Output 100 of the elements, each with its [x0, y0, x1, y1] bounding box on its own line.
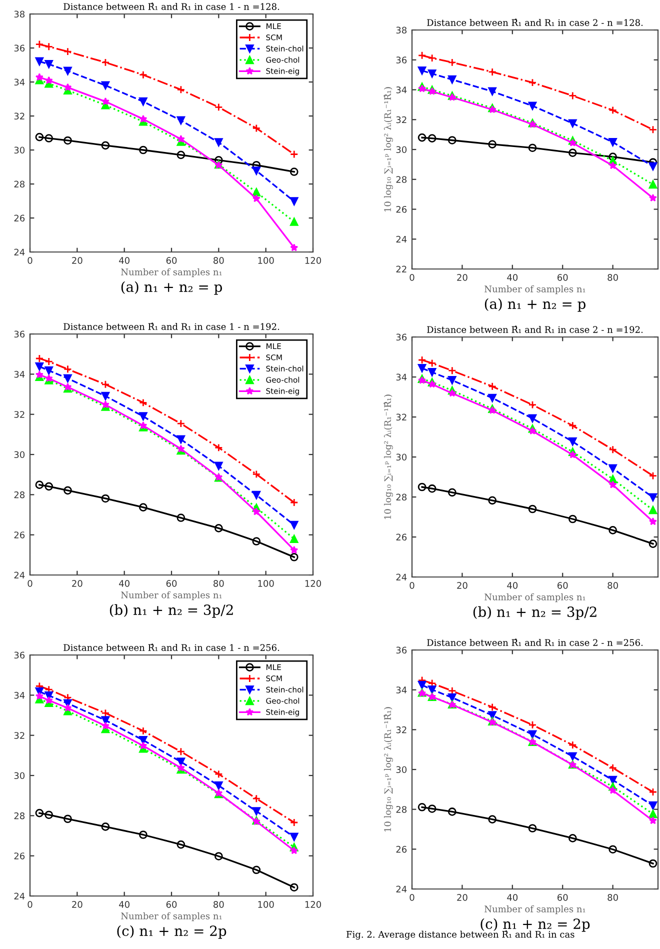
- y-tick-label: 24: [14, 892, 25, 900]
- x-tick-label: 60: [558, 582, 568, 589]
- y-tick-label: 28: [14, 491, 25, 498]
- y-tick-label: 32: [396, 414, 406, 421]
- x-tick-label: 40: [119, 257, 130, 264]
- x-tick-label: 20: [457, 582, 468, 589]
- x-tick-label: 100: [258, 580, 274, 587]
- x-tick-label: 40: [507, 894, 518, 901]
- text: (a) n₁ + n₂ = p: [121, 281, 222, 295]
- x-tick-label: 20: [72, 901, 82, 908]
- x-tick-label: 120: [305, 901, 322, 908]
- x-tick-label: 60: [558, 894, 568, 901]
- x-tick-label: 100: [258, 257, 274, 264]
- chart-title: Distance between R̂₁ and R₁ in case 1 - n =256.: [64, 644, 280, 651]
- x-tick-label: 0: [28, 257, 32, 264]
- x-axis-title: Number of samples n₁: [484, 905, 586, 914]
- x-axis-title: Number of samples n₁: [484, 593, 586, 602]
- y-tick-label: 26: [14, 214, 25, 222]
- x-tick-label: 40: [507, 582, 518, 589]
- y-tick-label: 36: [14, 44, 25, 52]
- x-tick-label: 20: [457, 274, 468, 281]
- y-tick-label: 28: [14, 812, 25, 820]
- x-tick-label: 120: [305, 580, 322, 587]
- x-tick-label: 80: [214, 580, 224, 587]
- x-tick-label: 60: [558, 274, 568, 281]
- y-tick-label: 34: [14, 692, 25, 699]
- x-tick-label: 120: [305, 257, 322, 264]
- x-tick-label: 40: [119, 580, 130, 587]
- chart-title: Distance between R̂₁ and R₁ in case 2 - n =128.: [427, 18, 643, 26]
- y-axis-title: 10 log₁₀ ∑ᵢ₌₁ᵖ log² λᵢ(R₁⁻¹R̂₁): [384, 394, 393, 519]
- y-tick-label: 36: [14, 330, 25, 338]
- x-tick-label: 80: [214, 257, 224, 264]
- y-tick-label: 34: [396, 86, 407, 94]
- x-tick-label: 80: [608, 274, 618, 281]
- x-tick-label: 0: [28, 901, 32, 908]
- y-tick-label: 26: [396, 534, 407, 541]
- y-tick-label: 30: [396, 454, 407, 461]
- x-tick-label: 100: [258, 901, 274, 908]
- x-axis-title: Number of samples n₁: [484, 285, 586, 294]
- x-tick-label: 20: [72, 257, 82, 264]
- text: (c) n₁ + n₂ = 2p: [117, 925, 226, 939]
- y-axis-title: 10 log₁₀ ∑ᵢ₌₁ᵖ log² λᵢ(R₁⁻¹R̂₁): [384, 87, 393, 212]
- y-tick-label: 38: [396, 26, 407, 34]
- y-tick-label: 24: [396, 886, 407, 892]
- x-tick-label: 20: [457, 894, 468, 901]
- y-tick-label: 22: [396, 266, 406, 272]
- x-tick-label: 0: [410, 582, 414, 589]
- y-tick-label: 34: [14, 78, 25, 86]
- x-axis-title: Number of samples n₁: [121, 912, 222, 922]
- x-tick-label: 60: [166, 257, 177, 264]
- x-tick-label: 0: [410, 274, 414, 281]
- x-tick-label: 40: [119, 901, 130, 908]
- y-tick-label: 38: [14, 10, 25, 18]
- y-tick-label: 28: [396, 176, 407, 183]
- y-tick-label: 30: [14, 451, 25, 458]
- chart-title: Distance between R̂₁ and R₁ in case 2 - n =256.: [427, 638, 643, 646]
- y-tick-label: 36: [396, 646, 407, 654]
- y-tick-label: 32: [396, 116, 406, 124]
- y-tick-label: 30: [396, 146, 407, 154]
- x-tick-label: 60: [166, 580, 177, 587]
- y-tick-label: 32: [14, 411, 24, 418]
- y-tick-label: 34: [14, 370, 25, 378]
- text: (a) n₁ + n₂ = p: [484, 298, 586, 312]
- x-tick-label: 80: [214, 901, 224, 908]
- chart-title: Distance between R̂₁ and R₁ in case 1 - n =128.: [64, 2, 280, 10]
- x-tick-label: 40: [507, 274, 518, 281]
- x-tick-label: 0: [28, 580, 32, 587]
- text: (b) n₁ + n₂ = 3p/2: [473, 606, 596, 620]
- y-axis-title: 10 log₁₀ ∑ᵢ₌₁ᵖ log² λᵢ(R₁⁻¹R̂₁): [384, 707, 393, 832]
- y-tick-label: 28: [14, 180, 25, 188]
- y-tick-label: 26: [14, 532, 25, 538]
- y-tick-label: 24: [396, 236, 407, 243]
- y-tick-label: 26: [14, 852, 25, 860]
- x-tick-label: 80: [608, 582, 618, 589]
- y-tick-label: 32: [396, 726, 406, 734]
- y-tick-label: 30: [14, 146, 25, 154]
- chart-title: Distance between R̂₁ and R₁ in case 1 - n =192.: [64, 322, 280, 330]
- x-tick-label: 80: [608, 894, 618, 901]
- x-axis-title: Number of samples n₁: [121, 591, 222, 600]
- y-tick-label: 34: [396, 374, 407, 381]
- y-tick-label: 24: [14, 572, 25, 578]
- y-tick-label: 34: [396, 686, 407, 694]
- x-tick-label: 60: [166, 901, 177, 908]
- y-tick-label: 36: [396, 334, 407, 341]
- text: (b) n₁ + n₂ = 3p/2: [110, 604, 233, 618]
- y-tick-label: 36: [14, 652, 25, 659]
- y-tick-label: 30: [396, 766, 407, 774]
- caption: Fig. 2. Average distance between R̂₁ and R₁ in cas: [346, 930, 574, 940]
- y-tick-label: 24: [14, 248, 25, 256]
- chart-title: Distance between R̂₁ and R₁ in case 2 - n =192.: [427, 326, 643, 333]
- x-tick-label: 0: [410, 894, 414, 901]
- y-tick-label: 24: [396, 574, 407, 580]
- y-tick-label: 30: [14, 772, 25, 780]
- y-tick-label: 28: [396, 806, 407, 813]
- y-tick-label: 32: [14, 112, 24, 120]
- x-tick-label: 20: [72, 580, 82, 587]
- y-tick-label: 36: [396, 56, 407, 64]
- y-tick-label: 28: [396, 494, 407, 501]
- x-axis-title: Number of samples n₁: [121, 268, 222, 278]
- y-tick-label: 32: [14, 732, 24, 739]
